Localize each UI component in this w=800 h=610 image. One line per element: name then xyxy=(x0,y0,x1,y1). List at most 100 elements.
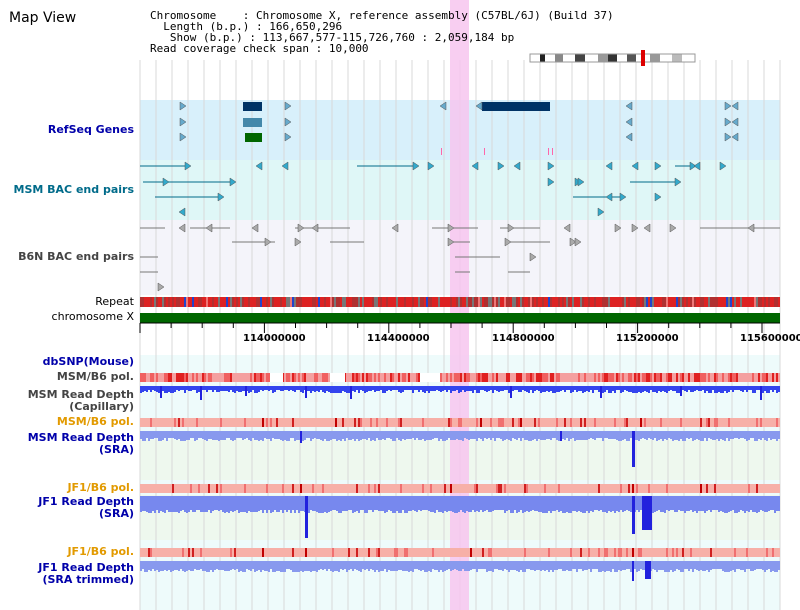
depth-bar xyxy=(656,386,658,393)
depth-bar xyxy=(748,431,750,440)
ideogram-band xyxy=(617,54,627,62)
depth-bar xyxy=(568,431,570,441)
depth-bar xyxy=(434,496,436,513)
track-label-msm-b6-pol[interactable]: MSM/B6 pol. xyxy=(56,370,134,383)
depth-bar xyxy=(360,386,362,390)
depth-bar xyxy=(224,561,226,571)
track-label-msm-bac[interactable]: MSM BAC end pairs xyxy=(13,183,134,196)
pol-mark xyxy=(774,373,776,382)
track-label-msm-rd-sra-2[interactable]: (SRA) xyxy=(99,443,134,456)
depth-bar xyxy=(392,496,394,513)
track-label-msm-rd-cap-1[interactable]: MSM Read Depth xyxy=(27,388,134,401)
pol-mark xyxy=(768,484,770,493)
depth-bar xyxy=(416,386,418,390)
pol-mark xyxy=(326,418,328,427)
track-label-jf1-rd-sra-2[interactable]: (SRA) xyxy=(99,507,134,520)
track-label-jf1-rd-trim-2[interactable]: (SRA trimmed) xyxy=(42,573,134,586)
pol-mark xyxy=(682,373,684,382)
depth-bar xyxy=(756,561,758,569)
track-label-jf1-rd-trim-1[interactable]: JF1 Read Depth xyxy=(38,561,134,574)
pol-mark xyxy=(400,548,402,557)
pol-mark xyxy=(622,373,624,382)
depth-bar xyxy=(462,431,464,441)
pol-mark xyxy=(754,484,756,493)
track-label-dbsnp[interactable]: dbSNP(Mouse) xyxy=(42,355,134,368)
pol-mark xyxy=(156,373,158,382)
pol-mark xyxy=(238,373,240,382)
pol-mark xyxy=(692,484,694,493)
depth-bar xyxy=(640,496,642,510)
pol-mark xyxy=(752,373,754,382)
pol-mark xyxy=(774,484,776,493)
pol-mark xyxy=(578,418,580,427)
pol-mark xyxy=(518,484,520,493)
pol-mark xyxy=(592,373,594,382)
track-label-jf1-b6-pol[interactable]: JF1/B6 pol. xyxy=(67,481,134,494)
depth-bar xyxy=(338,561,340,572)
pol-mark xyxy=(318,548,320,557)
pol-mark xyxy=(558,548,560,557)
depth-bar xyxy=(536,561,538,570)
pol-mark xyxy=(350,484,352,493)
pol-mark xyxy=(454,373,456,382)
pol-mark xyxy=(490,418,492,427)
track-label-jf1-b6-pol-2[interactable]: JF1/B6 pol. xyxy=(67,545,134,558)
length-key: Length (b.p.) xyxy=(163,20,250,33)
pol-mark xyxy=(468,548,470,557)
pol-mark xyxy=(594,373,596,382)
depth-bar xyxy=(778,431,780,439)
pol-mark xyxy=(476,373,478,382)
repeat-mark xyxy=(146,297,148,307)
depth-bar xyxy=(150,431,152,439)
pol-mark xyxy=(364,484,366,493)
track-label-msm-b6-pol-2[interactable]: MSM/B6 pol. xyxy=(56,415,134,428)
depth-bar xyxy=(758,386,760,390)
gene-arrow xyxy=(471,161,479,171)
pol-mark xyxy=(532,548,534,557)
depth-bar xyxy=(422,561,424,570)
pol-mark xyxy=(396,373,398,382)
pol-mark xyxy=(654,373,656,382)
repeat-mark xyxy=(274,297,276,307)
pol-mark xyxy=(492,484,494,493)
track-label-b6n-bac[interactable]: B6N BAC end pairs xyxy=(18,250,134,263)
track-label-jf1-rd-sra-1[interactable]: JF1 Read Depth xyxy=(38,495,134,508)
depth-bar xyxy=(462,496,464,512)
pol-mark xyxy=(492,548,494,557)
depth-bar xyxy=(598,496,600,511)
depth-bar xyxy=(606,561,608,571)
depth-bar xyxy=(718,431,720,441)
track-label-msm-rd-cap-2[interactable]: (Capillary) xyxy=(69,400,134,413)
depth-bar xyxy=(196,561,198,570)
depth-bar xyxy=(434,561,436,570)
repeat-mark xyxy=(246,297,248,307)
repeat-mark xyxy=(760,297,762,307)
depth-bar xyxy=(574,431,576,441)
depth-bar xyxy=(368,496,370,510)
depth-bar xyxy=(282,386,284,391)
track-label-msm-rd-sra-1[interactable]: MSM Read Depth xyxy=(27,431,134,444)
pol-mark xyxy=(236,418,238,427)
gene-arrow xyxy=(619,192,627,202)
depth-bar xyxy=(368,431,370,438)
pol-mark xyxy=(710,373,712,382)
depth-bar xyxy=(594,431,596,440)
pol-mark xyxy=(392,418,394,427)
pol-mark xyxy=(760,484,762,493)
repeat-mark xyxy=(466,297,468,307)
pol-mark xyxy=(298,484,300,493)
pol-mark xyxy=(574,484,576,493)
depth-bar xyxy=(434,386,436,391)
depth-bar xyxy=(212,561,214,572)
pol-mark xyxy=(542,548,544,557)
repeat-mark xyxy=(566,297,568,307)
page-title: Map View xyxy=(9,10,77,26)
pol-mark xyxy=(610,548,612,557)
depth-bar xyxy=(580,496,582,512)
pol-mark xyxy=(382,484,384,493)
track-label-refseq[interactable]: RefSeq Genes xyxy=(47,123,134,136)
depth-bar xyxy=(202,431,204,439)
pol-mark xyxy=(754,548,756,557)
repeat-mark xyxy=(700,297,702,307)
